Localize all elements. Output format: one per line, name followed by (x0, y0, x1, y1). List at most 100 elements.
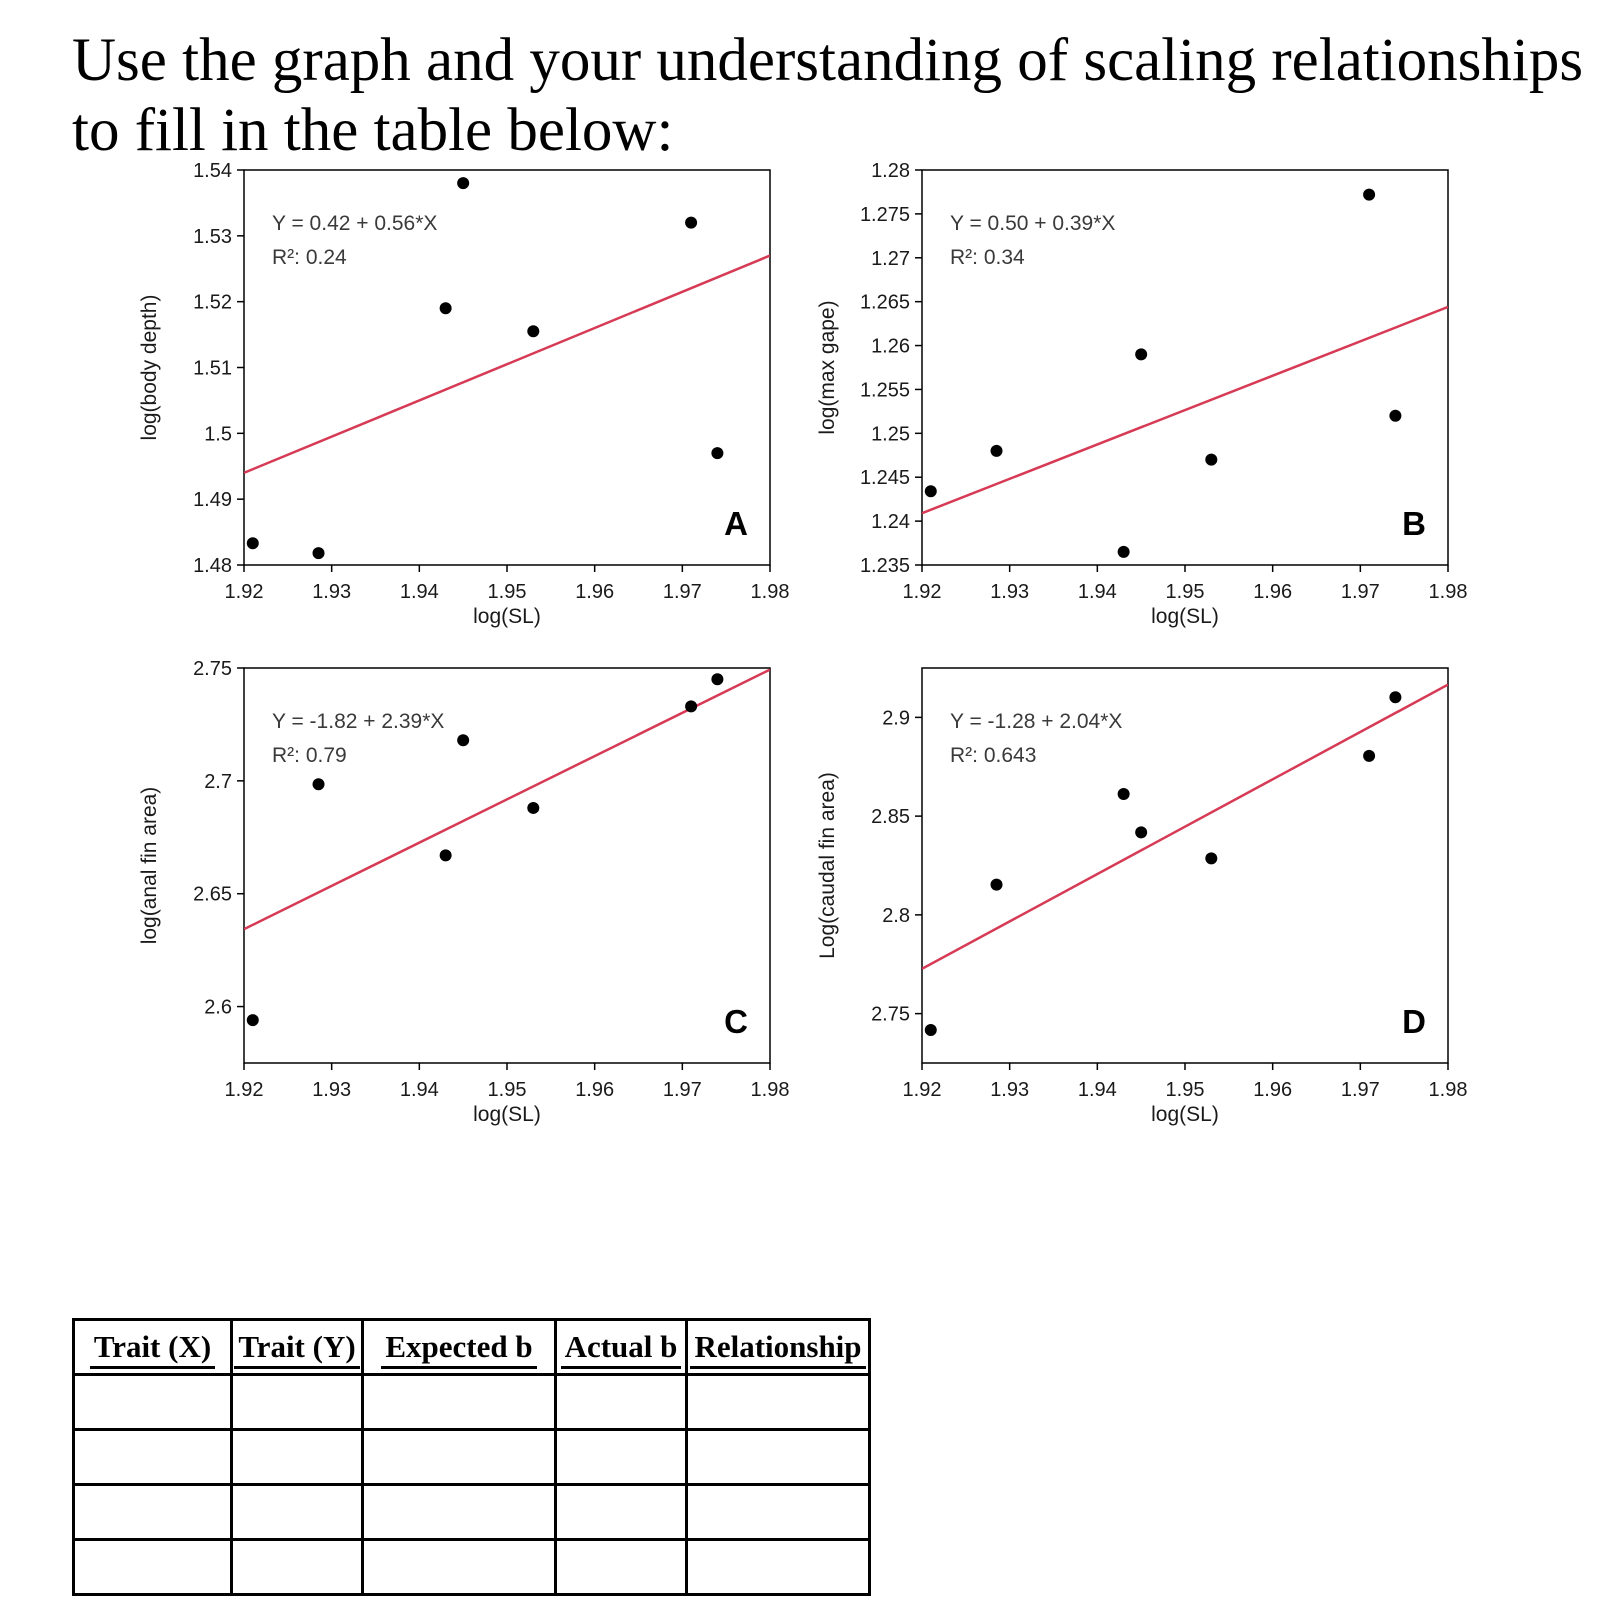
data-point (1363, 188, 1376, 201)
y-axis-label: log(anal fin area) (138, 787, 161, 945)
data-point (1205, 453, 1218, 466)
table-cell[interactable] (685, 1428, 871, 1486)
y-tick-label: 1.265 (860, 292, 910, 314)
data-point (457, 734, 470, 747)
y-tick-label: 1.24 (871, 511, 910, 533)
r-squared-label: R²: 0.34 (950, 246, 1025, 269)
data-point (457, 177, 470, 190)
y-tick-label: 1.275 (860, 204, 910, 226)
x-tick-label: 1.96 (1253, 581, 1292, 603)
data-point (527, 325, 540, 338)
y-tick-label: 1.245 (860, 467, 910, 489)
table-cell[interactable] (230, 1428, 364, 1486)
y-axis-label: Log(caudal fin area) (816, 772, 839, 959)
header-trait-y: Trait (Y) (230, 1318, 364, 1376)
y-tick-label: 1.52 (193, 292, 232, 314)
data-point (924, 1024, 937, 1037)
table-cell[interactable] (72, 1483, 233, 1541)
y-tick-label: 1.27 (871, 248, 910, 270)
x-tick-label: 1.93 (312, 1079, 351, 1101)
y-tick-label: 2.6 (204, 997, 232, 1019)
table-cell[interactable] (361, 1373, 557, 1431)
x-tick-label: 1.92 (225, 1079, 264, 1101)
x-tick-label: 1.92 (225, 581, 264, 603)
x-tick-label: 1.94 (400, 1079, 439, 1101)
data-point (527, 801, 540, 814)
x-axis-label: log(SL) (1151, 1103, 1219, 1126)
header-actual-b: Actual b (554, 1318, 688, 1376)
charts-figure: 1.92 1.93 1.94 1.95 1.96 1.97 1.98 log(SL) 1.48 1… (138, 160, 1467, 1126)
data-point (685, 700, 698, 713)
table-row (72, 1373, 871, 1431)
table-cell[interactable] (72, 1428, 233, 1486)
y-tick-label: 1.5 (204, 423, 232, 445)
table-cell[interactable] (230, 1373, 364, 1431)
y-tick-label: 1.255 (860, 379, 910, 401)
table-cell[interactable] (554, 1373, 688, 1431)
table-cell[interactable] (685, 1373, 871, 1431)
table-header-row: Trait (X) Trait (Y) Expected b Actual b … (72, 1318, 871, 1376)
table-cell[interactable] (72, 1538, 233, 1596)
x-tick-label: 1.94 (1078, 1079, 1117, 1101)
x-tick-label: 1.93 (990, 1079, 1029, 1101)
data-point (685, 216, 698, 229)
y-tick-label: 2.75 (871, 1004, 910, 1026)
panel-a: 1.92 1.93 1.94 1.95 1.96 1.97 1.98 log(SL) 1.48 1… (138, 160, 789, 628)
y-tick-label: 1.49 (193, 489, 232, 511)
page-heading: Use the graph and your understanding of … (72, 27, 1584, 164)
x-tick-label: 1.95 (488, 581, 527, 603)
data-point (1389, 691, 1402, 704)
x-tick-label: 1.97 (1341, 1079, 1380, 1101)
data-point (711, 447, 724, 460)
table-cell[interactable] (361, 1483, 557, 1541)
panel-b: 1.92 1.93 1.94 1.95 1.96 1.97 1.98 log(SL) 1.235… (816, 160, 1467, 628)
data-point (924, 485, 937, 498)
table-cell[interactable] (361, 1428, 557, 1486)
y-tick-label: 2.7 (204, 771, 232, 793)
x-tick-label: 1.95 (1166, 581, 1205, 603)
table-cell[interactable] (554, 1538, 688, 1596)
y-tick-label: 2.8 (882, 905, 910, 927)
table-cell[interactable] (361, 1538, 557, 1596)
x-tick-label: 1.95 (488, 1079, 527, 1101)
table-cell[interactable] (230, 1538, 364, 1596)
x-tick-label: 1.92 (903, 581, 942, 603)
data-point (312, 778, 325, 791)
table-cell[interactable] (554, 1428, 688, 1486)
x-tick-label: 1.97 (663, 1079, 702, 1101)
data-point (312, 547, 325, 560)
table-cell[interactable] (230, 1483, 364, 1541)
y-tick-label: 1.51 (193, 358, 232, 380)
table-cell[interactable] (72, 1373, 233, 1431)
table-cell[interactable] (685, 1483, 871, 1541)
panel-letter: B (1402, 505, 1426, 542)
x-tick-label: 1.97 (1341, 581, 1380, 603)
regression-line (922, 305, 1448, 515)
data-point (1135, 348, 1148, 361)
data-point (1389, 409, 1402, 422)
data-point (990, 878, 1003, 891)
panel-letter: A (724, 505, 748, 542)
y-tick-label: 1.28 (871, 160, 910, 182)
panel-c: 1.92 1.93 1.94 1.95 1.96 1.97 1.98 log(SL) 2.6 2.… (138, 658, 789, 1126)
regression-equation: Y = 0.50 + 0.39*X (950, 212, 1115, 235)
header-relationship: Relationship (685, 1318, 871, 1376)
y-tick-label: 1.25 (871, 423, 910, 445)
x-tick-label: 1.92 (903, 1079, 942, 1101)
x-axis-label: log(SL) (473, 605, 541, 628)
y-tick-label: 2.9 (882, 707, 910, 729)
x-tick-label: 1.94 (400, 581, 439, 603)
table-cell[interactable] (685, 1538, 871, 1596)
r-squared-label: R²: 0.79 (272, 744, 347, 767)
table-row (72, 1483, 871, 1541)
y-tick-label: 1.235 (860, 555, 910, 577)
table-cell[interactable] (554, 1483, 688, 1541)
x-tick-label: 1.98 (751, 581, 790, 603)
regression-equation: Y = -1.82 + 2.39*X (272, 710, 444, 733)
regression-line (922, 683, 1448, 970)
y-tick-label: 2.85 (871, 806, 910, 828)
y-tick-label: 1.53 (193, 226, 232, 248)
data-point (711, 673, 724, 686)
x-tick-label: 1.93 (990, 581, 1029, 603)
x-tick-label: 1.96 (575, 581, 614, 603)
